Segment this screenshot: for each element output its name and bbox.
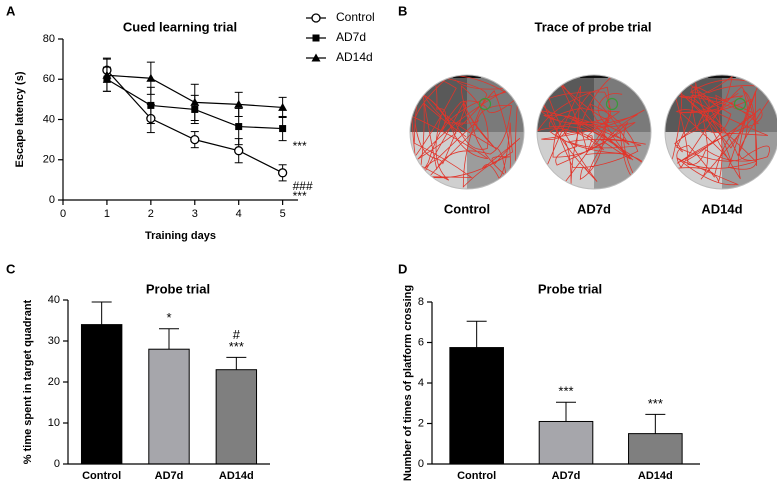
x-tick-label: 5: [280, 208, 286, 220]
legend-label: Control: [336, 10, 375, 24]
x-tick-label: 1: [104, 208, 110, 220]
y-tick-label: 40: [43, 113, 55, 125]
pool-rim: [708, 75, 736, 78]
y-tick-label: 0: [418, 458, 424, 470]
panel-label: B: [398, 3, 407, 18]
platform: [605, 97, 619, 111]
pool-edge: [536, 74, 652, 190]
x-tick-label: 3: [192, 208, 198, 220]
chart-title: Probe trial: [146, 281, 210, 296]
trace-arena: [410, 75, 524, 189]
panel-title: Trace of probe trial: [534, 19, 651, 34]
significance-label: ***: [648, 396, 663, 411]
bar: [449, 347, 504, 465]
swim-trace: [669, 75, 777, 186]
y-axis-label: Number of times of platform crossing: [402, 285, 414, 481]
marker: [102, 70, 112, 79]
trace-arena: [537, 75, 651, 189]
significance-label: *: [166, 310, 171, 325]
trace-label: AD7d: [577, 201, 611, 216]
marker: [277, 168, 288, 178]
pool-rim: [580, 75, 608, 78]
pool-edge: [409, 74, 525, 190]
marker: [312, 34, 320, 42]
y-tick-label: 20: [43, 154, 55, 166]
x-tick-label: Control: [82, 470, 121, 482]
marker: [279, 125, 287, 133]
y-tick-label: 80: [43, 33, 55, 45]
y-tick-label: 8: [418, 296, 424, 308]
y-tick-label: 60: [43, 73, 55, 85]
marker: [278, 102, 288, 111]
panel-label: C: [6, 261, 16, 276]
quadrant: [467, 75, 524, 132]
x-tick-label: AD7d: [155, 470, 184, 482]
pool-edge: [664, 74, 777, 190]
bar: [538, 420, 594, 465]
y-tick-label: 4: [418, 377, 424, 389]
y-tick-label: 30: [48, 335, 60, 347]
x-tick-label: AD14d: [638, 470, 673, 482]
significance-label: ***: [558, 384, 573, 399]
x-tick-label: AD7d: [552, 470, 581, 482]
legend-label: AD14d: [336, 50, 373, 64]
chart-title: Cued learning trial: [123, 19, 237, 34]
significance-label: ###: [293, 179, 313, 193]
significance-label: ***: [229, 339, 244, 354]
significance-label: ***: [293, 189, 307, 203]
x-tick-label: Control: [457, 470, 496, 482]
bar: [148, 348, 190, 465]
significance-label: ***: [293, 139, 307, 153]
x-tick-label: 0: [60, 208, 66, 220]
y-tick-label: 20: [48, 376, 60, 388]
marker: [190, 134, 200, 145]
y-tick-label: 0: [49, 194, 55, 206]
y-tick-label: 40: [48, 294, 60, 306]
x-tick-label: 4: [236, 208, 242, 220]
pool-rim: [453, 75, 481, 78]
quadrant: [537, 132, 594, 189]
marker: [234, 99, 244, 108]
swim-trace: [537, 75, 647, 189]
swim-trace: [411, 75, 521, 188]
y-tick-label: 10: [48, 417, 60, 429]
x-axis-label: Training days: [145, 230, 216, 242]
marker: [311, 53, 321, 62]
chart-title: Probe trial: [538, 281, 602, 296]
bar: [628, 433, 683, 465]
panel-label: A: [6, 3, 16, 18]
marker: [146, 73, 156, 82]
bar: [80, 324, 123, 465]
marker: [147, 101, 155, 109]
marker: [311, 13, 321, 23]
y-axis-label: % time spent in target quadrant: [22, 299, 34, 464]
significance-label: #: [233, 327, 241, 342]
x-tick-label: 2: [148, 208, 154, 220]
trace-label: AD14d: [701, 201, 742, 216]
x-tick-label: AD14d: [219, 470, 254, 482]
legend-label: AD7d: [336, 30, 366, 44]
trace-label: Control: [444, 201, 490, 216]
marker: [235, 123, 243, 131]
platform: [478, 97, 492, 111]
marker: [234, 146, 244, 156]
y-tick-label: 2: [418, 417, 424, 429]
platform: [733, 97, 747, 111]
marker: [190, 97, 200, 106]
panel-label: D: [398, 261, 407, 276]
y-tick-label: 6: [418, 336, 424, 348]
bar: [215, 369, 258, 465]
y-tick-label: 0: [54, 458, 60, 470]
y-axis-label: Escape latency (s): [14, 71, 26, 167]
